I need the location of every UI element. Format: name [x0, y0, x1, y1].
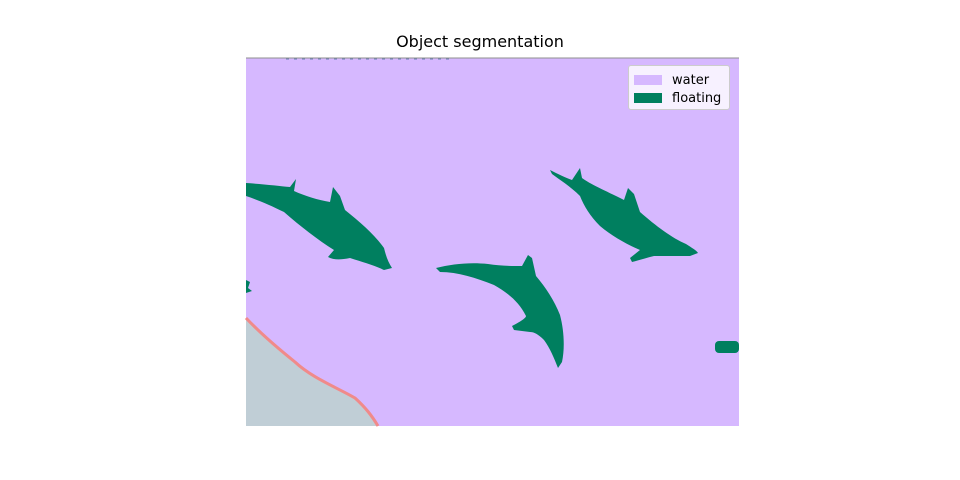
- shoreline-region: [244, 316, 380, 427]
- legend-label-water: water: [672, 72, 710, 88]
- legend: water floating: [628, 65, 730, 110]
- legend-label-floating: floating: [672, 90, 722, 106]
- floating-object-fragment-1: [246, 280, 252, 293]
- legend-swatch-floating: [634, 93, 662, 103]
- legend-item-water: water: [634, 72, 710, 88]
- floating-object-dolphin-2: [436, 255, 564, 368]
- figure-title: Object segmentation: [396, 32, 564, 51]
- floating-object-fragment-2: [715, 341, 739, 353]
- floating-object-dolphin-3: [550, 168, 698, 262]
- land-region: [246, 318, 378, 426]
- floating-object-dolphin-1: [246, 179, 392, 270]
- legend-item-floating: floating: [634, 90, 722, 106]
- legend-swatch-water: [634, 75, 662, 85]
